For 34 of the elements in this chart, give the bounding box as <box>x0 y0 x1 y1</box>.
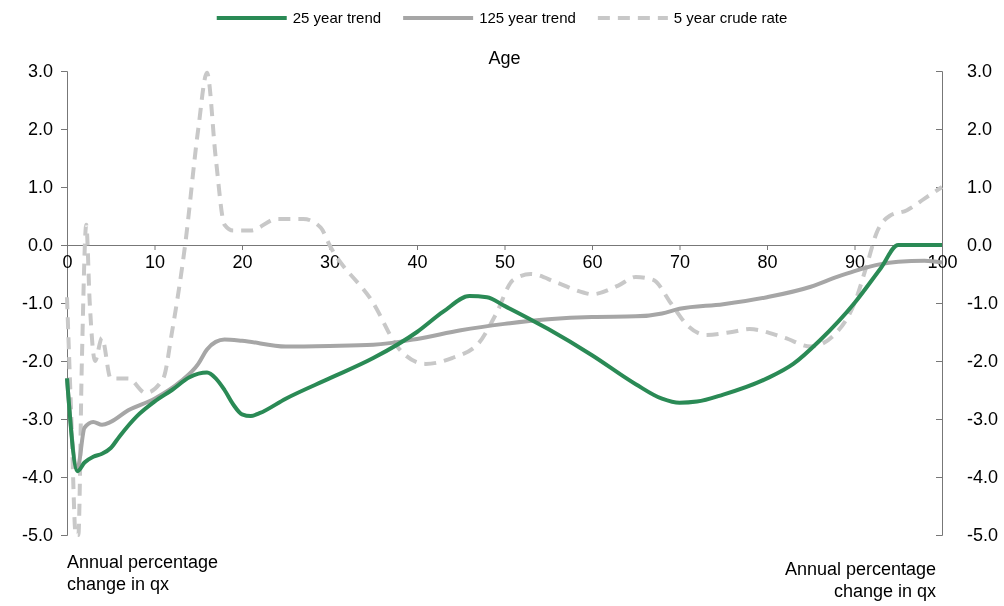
x-tick-label: 60 <box>582 251 603 272</box>
y2-tick-label: 3.0 <box>967 61 993 82</box>
y-tick-label: -4.0 <box>21 467 53 488</box>
y-tick-label: -3.0 <box>21 409 53 430</box>
y2-tick-label: 0.0 <box>967 235 993 256</box>
y2-tick-label: -4.0 <box>967 467 999 488</box>
x-tick-label: 80 <box>757 251 778 272</box>
y-tick-label: -5.0 <box>21 525 53 546</box>
y-tick-label: 3.0 <box>27 61 53 82</box>
y-tick-label: 1.0 <box>27 177 53 198</box>
y-tick-label: 0.0 <box>27 235 53 256</box>
x-tick-label: 50 <box>494 251 516 272</box>
text: Annual percentage change in qx <box>67 552 219 594</box>
y2-tick-label: -2.0 <box>967 351 999 372</box>
y2-tick-label: -5.0 <box>967 525 999 546</box>
y-tick-label: -1.0 <box>21 293 53 314</box>
x-axis-title: Age <box>488 48 521 68</box>
x-tick-label: 40 <box>407 251 428 272</box>
x-tick-label: 10 <box>144 251 166 272</box>
y-tick-label: 2.0 <box>27 119 53 140</box>
legend-label: 25 year trend <box>292 9 382 26</box>
y-tick-label: -2.0 <box>21 351 53 372</box>
y2-tick-label: -3.0 <box>967 409 999 430</box>
x-tick-label: 90 <box>844 251 866 272</box>
legend-label: 5 year crude rate <box>673 9 788 26</box>
legend-label: 125 year trend <box>479 9 576 26</box>
x-tick-label: 0 <box>62 251 73 272</box>
y2-tick-label: -1.0 <box>967 293 999 314</box>
y2-tick-label: 1.0 <box>967 177 993 198</box>
x-tick-label: 20 <box>232 251 253 272</box>
y2-tick-label: 2.0 <box>967 119 993 140</box>
x-tick-label: 30 <box>319 251 341 272</box>
text: Annual percentage change in qx <box>784 559 936 601</box>
x-tick-label: 70 <box>669 251 691 272</box>
